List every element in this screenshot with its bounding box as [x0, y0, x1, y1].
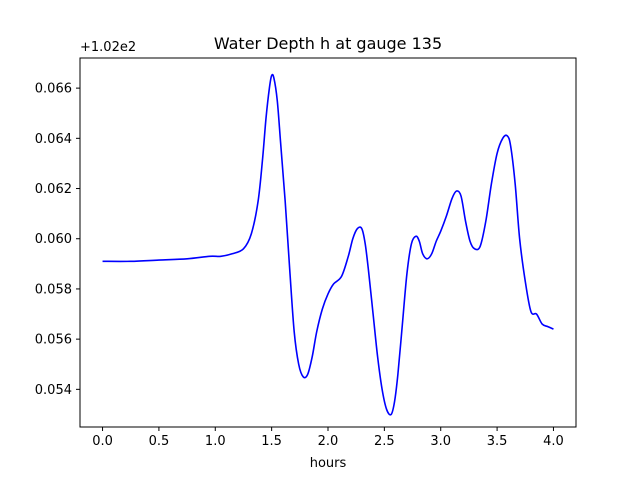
- y-tick-label: 0.066: [35, 82, 72, 97]
- y-tick-label: 0.054: [35, 383, 72, 398]
- x-tick-label: 4.0: [543, 434, 564, 449]
- y-tick-label: 0.064: [35, 132, 72, 147]
- x-tick-label: 0.5: [149, 434, 170, 449]
- plot-frame: [79, 57, 577, 428]
- x-tick-label: 3.0: [430, 434, 451, 449]
- axis-ticks: 0.0 0.5 1.0 1.5 2.0 2.5 3.0 3.5 4.0 0.054 0.056 0.0…: [35, 82, 564, 449]
- series-group: [102, 73, 554, 416]
- series-line: [102, 73, 554, 416]
- y-tick-label: 0.060: [35, 232, 72, 247]
- x-axis-label: hours: [310, 456, 347, 471]
- x-tick-label: 1.5: [261, 434, 282, 449]
- y-tick-label: 0.058: [35, 282, 72, 297]
- y-tick-label: 0.056: [35, 333, 72, 348]
- x-tick-label: 2.0: [318, 434, 339, 449]
- y-tick-label: 0.062: [35, 182, 72, 197]
- x-tick-label: 3.5: [487, 434, 508, 449]
- y-offset-label: +1.02e2: [80, 40, 136, 55]
- x-tick-label: 1.0: [205, 434, 226, 449]
- chart-title: Water Depth h at gauge 135: [214, 34, 442, 53]
- x-tick-label: 0.0: [92, 434, 113, 449]
- x-tick-label: 2.5: [374, 434, 395, 449]
